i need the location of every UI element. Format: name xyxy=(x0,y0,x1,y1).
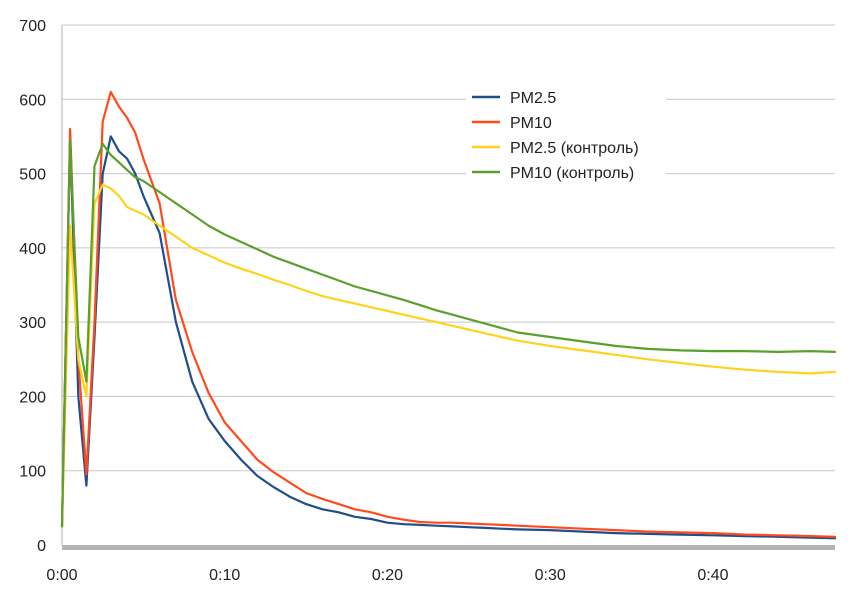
y-tick-label: 0 xyxy=(37,538,46,555)
series-line-2 xyxy=(60,90,837,538)
x-tick-label: 0:00 xyxy=(46,567,77,584)
y-tick-label: 500 xyxy=(19,167,46,184)
series-group xyxy=(60,90,837,540)
y-tick-label: 100 xyxy=(19,464,46,481)
y-tick-label: 300 xyxy=(19,315,46,332)
gridlines xyxy=(62,24,835,472)
legend-label: PM10 (контроль) xyxy=(510,165,634,182)
x-tick-label: 0:20 xyxy=(372,567,403,584)
series-line-3 xyxy=(60,183,837,528)
y-tick-label: 700 xyxy=(19,18,46,35)
series-line-4 xyxy=(60,139,837,528)
x-tick-label: 0:30 xyxy=(535,567,566,584)
y-tick-label: 600 xyxy=(19,92,46,109)
x-tick-label: 0:40 xyxy=(697,567,728,584)
legend-label: PM10 xyxy=(510,115,552,132)
legend-label: PM2.5 (контроль) xyxy=(510,140,639,157)
y-tick-label: 200 xyxy=(19,389,46,406)
x-axis-line xyxy=(62,545,835,550)
legend: PM2.5 PM10 PM2.5 (контроль) PM10 (контроль) xyxy=(466,83,666,189)
series-line-1 xyxy=(60,135,837,540)
x-axis: 0:00 0:10 0:20 0:30 0:40 xyxy=(46,545,835,584)
y-tick-label: 400 xyxy=(19,241,46,258)
y-axis: 0 100 200 300 400 500 600 700 xyxy=(19,18,63,555)
x-tick-label: 0:10 xyxy=(209,567,240,584)
legend-label: PM2.5 xyxy=(510,90,556,107)
